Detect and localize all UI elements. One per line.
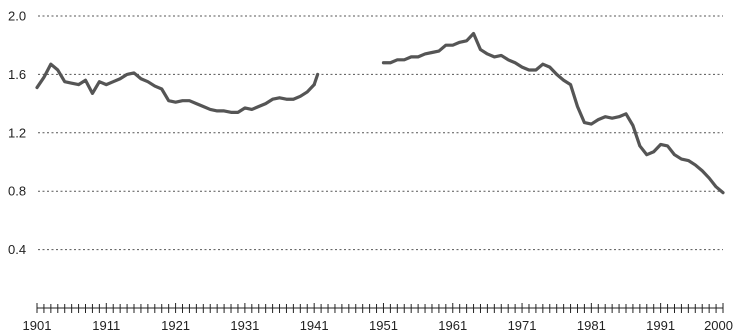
x-tick-label: 1911 (92, 318, 120, 332)
series-line-segment-1 (35, 62, 316, 114)
x-axis (36, 303, 724, 313)
x-tick-label: 2000 (704, 318, 733, 332)
x-tick-label: 1931 (230, 318, 259, 332)
series-line-segment-3 (381, 31, 725, 195)
x-tick-label: 1971 (508, 318, 537, 332)
y-tick-label: 2.0 (8, 9, 26, 24)
y-tick-label: 1.2 (8, 125, 26, 140)
x-tick-label: 1921 (161, 318, 190, 332)
x-tick-label: 1901 (23, 318, 52, 332)
y-tick-label: 1.6 (8, 67, 26, 82)
x-tick-labels: 1901 1911 1921 1931 1941 1951 1961 1971 1981 1991… (23, 318, 733, 332)
x-tick-label: 1951 (369, 318, 398, 332)
gridlines (38, 15, 723, 251)
y-tick-label: 0.8 (8, 184, 26, 199)
x-tick-label: 1981 (577, 318, 606, 332)
series-line (35, 31, 725, 195)
x-tick-label: 1941 (300, 318, 329, 332)
x-tick-label: 1991 (646, 318, 675, 332)
x-tick-label: 1961 (438, 318, 467, 332)
y-tick-label: 0.4 (8, 242, 26, 257)
series-line-segment-2 (312, 72, 320, 87)
y-tick-labels: 2.0 1.6 1.2 0.8 0.4 (8, 9, 26, 258)
